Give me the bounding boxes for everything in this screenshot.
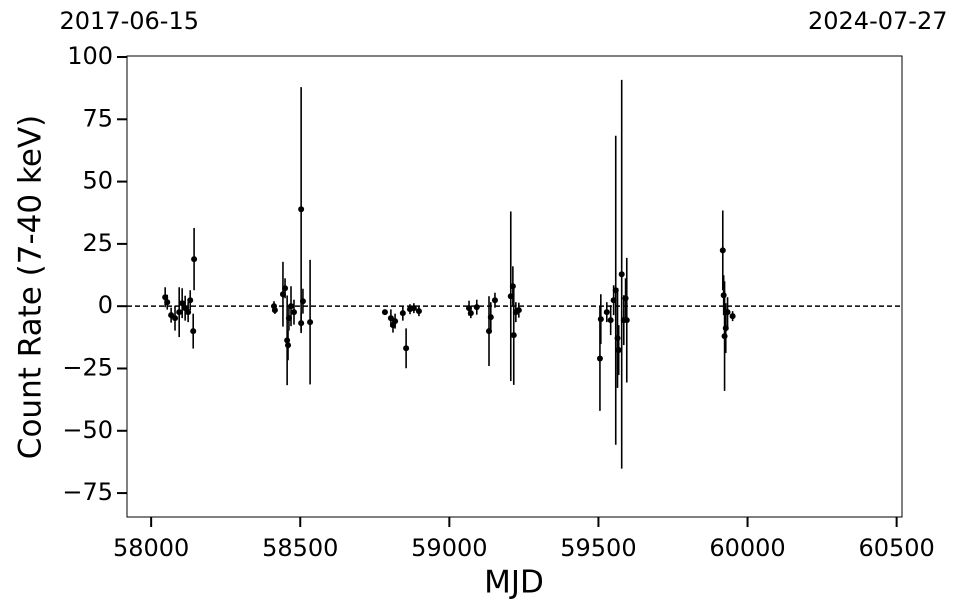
data-point xyxy=(615,347,622,354)
data-point xyxy=(299,298,306,305)
data-point xyxy=(410,305,417,312)
data-point xyxy=(622,295,629,302)
plot-frame xyxy=(126,55,903,518)
data-point xyxy=(164,299,171,306)
data-point xyxy=(392,318,399,325)
x-tick-label: 58000 xyxy=(113,534,189,562)
data-point xyxy=(729,313,736,320)
data-point xyxy=(466,305,473,312)
data-point xyxy=(162,294,169,301)
data-point xyxy=(298,206,305,213)
y-tick-label: 100 xyxy=(67,42,113,70)
data-point xyxy=(179,300,186,307)
data-point xyxy=(473,304,480,311)
data-point xyxy=(307,319,314,326)
data-point xyxy=(298,320,305,327)
data-point xyxy=(610,297,617,304)
data-point xyxy=(596,355,603,362)
y-tick-label: 50 xyxy=(82,167,113,195)
data-point xyxy=(285,315,292,322)
data-point xyxy=(387,315,394,322)
data-point xyxy=(612,287,619,294)
data-point xyxy=(284,337,291,344)
data-point xyxy=(603,309,610,316)
data-point xyxy=(381,309,388,316)
y-tick-label: −25 xyxy=(62,353,113,381)
top-tick-label: 2024-07-27 xyxy=(808,7,947,35)
y-tick-label: −50 xyxy=(62,416,113,444)
data-point xyxy=(618,271,625,278)
data-point xyxy=(607,317,614,324)
data-point xyxy=(722,325,729,332)
data-point xyxy=(510,332,517,339)
data-point xyxy=(285,342,292,349)
data-point xyxy=(172,315,179,322)
data-point xyxy=(467,310,474,317)
x-tick-label: 59500 xyxy=(560,534,636,562)
data-point xyxy=(399,310,406,317)
data-point xyxy=(515,307,522,314)
data-point xyxy=(509,283,516,290)
data-point xyxy=(271,307,278,314)
data-point xyxy=(724,309,731,316)
data-point xyxy=(187,297,194,304)
x-axis-label: MJD xyxy=(484,565,544,601)
y-tick-label: −75 xyxy=(62,478,113,506)
data-point xyxy=(720,292,727,299)
data-point xyxy=(290,309,297,316)
data-point xyxy=(176,309,183,316)
data-point xyxy=(614,335,621,342)
data-point xyxy=(721,333,728,340)
data-point xyxy=(190,328,197,335)
x-tick-label: 60000 xyxy=(709,534,785,562)
x-tick-label: 58500 xyxy=(262,534,338,562)
top-tick-label: 2017-06-15 xyxy=(60,7,199,35)
y-axis-label: Count Rate (7-40 keV) xyxy=(13,115,49,459)
y-tick-label: 25 xyxy=(82,229,113,257)
data-point xyxy=(491,297,498,304)
data-point xyxy=(403,345,410,352)
data-point xyxy=(191,256,198,263)
data-point xyxy=(487,314,494,321)
data-point xyxy=(507,293,514,300)
x-tick-label: 59000 xyxy=(411,534,487,562)
data-point xyxy=(282,285,289,292)
data-point xyxy=(486,328,493,335)
x-tick-label: 60500 xyxy=(858,534,934,562)
y-tick-label: 0 xyxy=(98,291,113,319)
data-point xyxy=(597,316,604,323)
data-point xyxy=(623,317,630,324)
data-point xyxy=(415,308,422,315)
y-tick-label: 75 xyxy=(82,104,113,132)
data-point xyxy=(288,303,295,310)
data-point xyxy=(279,291,286,298)
data-point xyxy=(185,309,192,316)
data-point xyxy=(719,247,726,254)
